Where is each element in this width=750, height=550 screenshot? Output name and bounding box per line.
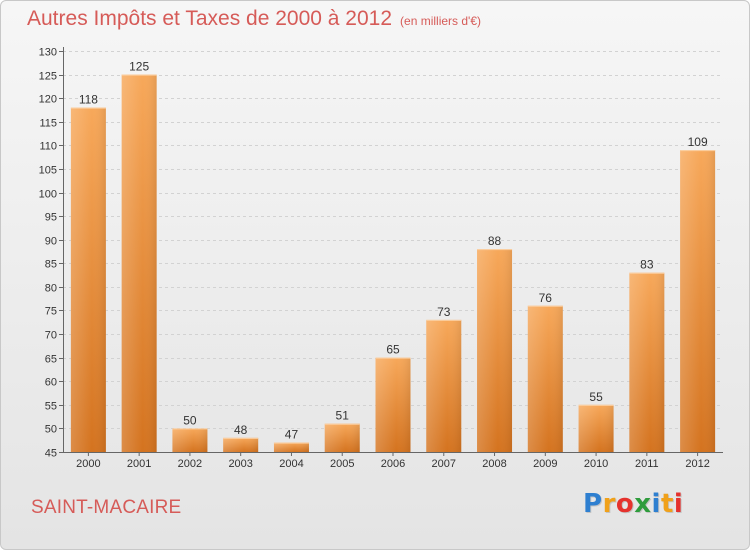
x-tick-label-2006: 2006 [381, 458, 405, 470]
logo-letter: o [615, 489, 635, 519]
y-tick-label: 65 [45, 354, 57, 366]
bar-layer [70, 74, 716, 453]
chart-subtitle: (en milliers d'€) [400, 14, 482, 28]
axis-layer: 45 50 55 60 65 70 75 80 85 90 95 100 105 110 115 120 125… [39, 47, 723, 470]
y-tick-label: 90 [45, 236, 57, 248]
logo-letter: x [634, 489, 652, 519]
x-tick-label-2010: 2010 [584, 458, 608, 470]
x-tick-label-2007: 2007 [432, 458, 456, 470]
x-tick-label-2012: 2012 [685, 458, 709, 470]
y-tick-label: 100 [39, 189, 57, 201]
y-tick-label: 105 [39, 165, 57, 177]
label-layer: 118 125 50 48 47 51 65 73 88 76 55 83 109 [79, 60, 708, 442]
y-tick-label: 55 [45, 401, 57, 413]
logo-letter: t [660, 489, 674, 519]
bar-shade-2012 [680, 150, 716, 452]
y-tick-label: 70 [45, 330, 57, 342]
y-tick-label: 80 [45, 283, 57, 295]
bar-shade-2001 [121, 74, 157, 453]
logo-letter: i [673, 489, 684, 519]
value-label-2011: 83 [640, 258, 654, 272]
value-label-2002: 50 [183, 413, 197, 427]
value-label-2006: 65 [386, 343, 400, 357]
y-tick-label: 85 [45, 259, 57, 271]
x-tick-label-2001: 2001 [127, 458, 151, 470]
value-label-2010: 55 [589, 390, 603, 404]
x-tick-label-2002: 2002 [178, 458, 202, 470]
bar-shade-2000 [70, 107, 106, 453]
bar-shade-2010 [578, 404, 614, 452]
y-tick-label: 120 [39, 94, 57, 106]
x-tick-label-2005: 2005 [330, 458, 354, 470]
bar-shade-2006 [375, 357, 411, 452]
bar-shade-2004 [273, 442, 309, 452]
y-tick-label: 45 [45, 448, 57, 460]
value-label-2005: 51 [336, 409, 350, 423]
value-label-2000: 118 [79, 93, 98, 107]
value-label-2008: 88 [488, 234, 502, 248]
y-tick-label: 60 [45, 377, 57, 389]
x-tick-label-2009: 2009 [533, 458, 557, 470]
bar-shade-2002 [172, 428, 208, 452]
y-tick-label: 50 [45, 424, 57, 436]
x-tick-label-2011: 2011 [635, 458, 659, 470]
bar-shade-2007 [426, 319, 462, 452]
bar-shade-2003 [223, 437, 259, 452]
bar-shade-2011 [629, 272, 665, 452]
value-label-2012: 109 [688, 135, 708, 149]
logo-letter: r [602, 489, 616, 519]
y-tick-label: 110 [39, 141, 57, 153]
y-tick-label: 115 [39, 118, 57, 130]
y-tick-label: 75 [45, 306, 57, 318]
value-label-2007: 73 [437, 305, 451, 319]
y-tick-label: 130 [39, 47, 57, 59]
x-tick-label-2008: 2008 [482, 458, 506, 470]
bar-shade-2005 [324, 423, 360, 452]
town-name: SAINT-MACAIRE [31, 497, 182, 518]
bar-shade-2009 [527, 305, 563, 452]
proxiti-logo: Proxiti [583, 489, 683, 519]
logo-letter: P [583, 489, 603, 519]
y-tick-label: 125 [39, 71, 57, 83]
chart-title-text: Autres Impôts et Taxes de 2000 à 2012 [27, 7, 393, 30]
value-label-2003: 48 [234, 423, 248, 437]
x-tick-label-2004: 2004 [279, 458, 303, 470]
bar-shade-2008 [477, 249, 513, 452]
x-tick-label-2003: 2003 [228, 458, 252, 470]
value-label-2009: 76 [539, 291, 553, 305]
value-label-2004: 47 [285, 428, 299, 442]
x-tick-label-2000: 2000 [76, 458, 100, 470]
y-tick-label: 95 [45, 212, 57, 224]
chart-title: Autres Impôts et Taxes de 2000 à 2012 (en… [27, 7, 481, 31]
logo-letter: i [651, 489, 661, 519]
value-label-2001: 125 [129, 60, 149, 74]
